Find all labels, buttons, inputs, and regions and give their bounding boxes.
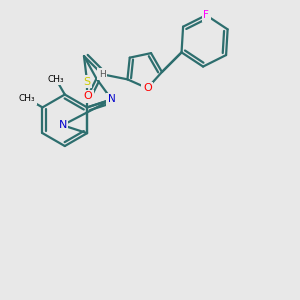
Text: O: O xyxy=(83,91,92,101)
Text: H: H xyxy=(99,70,106,79)
Text: F: F xyxy=(203,10,209,20)
Text: O: O xyxy=(143,83,152,93)
Text: N: N xyxy=(58,120,67,130)
Text: S: S xyxy=(83,76,91,87)
Text: CH₃: CH₃ xyxy=(19,94,35,103)
Text: N: N xyxy=(108,94,116,104)
Text: CH₃: CH₃ xyxy=(48,75,64,84)
